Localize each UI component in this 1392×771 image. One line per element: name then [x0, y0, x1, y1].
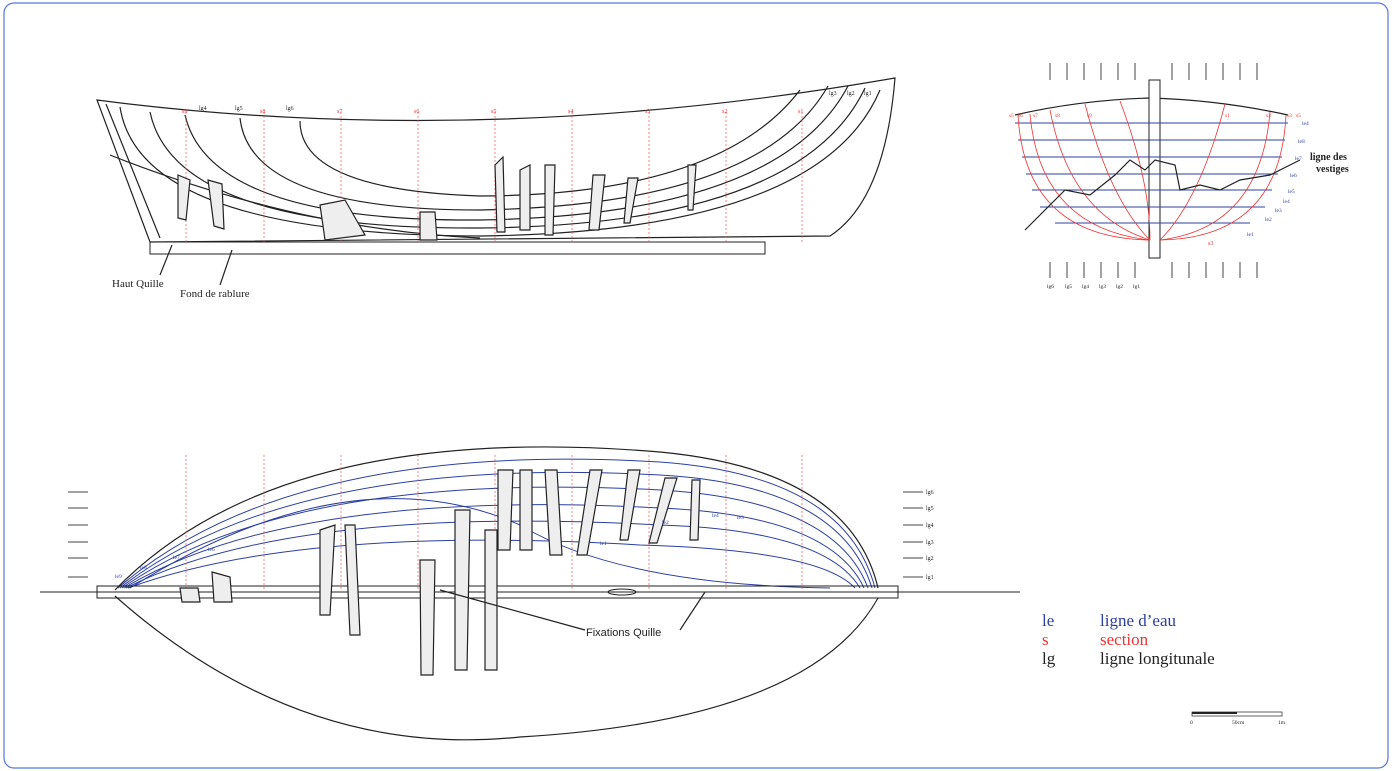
legend-key: s: [1042, 630, 1049, 649]
label: lg6: [1047, 284, 1054, 290]
label: s7: [1033, 113, 1038, 119]
label: s1: [798, 109, 803, 115]
legend-label: section: [1100, 630, 1149, 649]
label: s8: [1055, 113, 1060, 119]
label: le4: [712, 513, 719, 519]
label: s4: [568, 109, 573, 115]
label: lg3: [829, 91, 837, 97]
label: lg4: [926, 523, 934, 529]
label: le4: [1283, 199, 1290, 205]
legend: le ligne d’eau s section lg ligne longitunale: [1042, 611, 1215, 668]
label: s1: [1225, 113, 1230, 119]
label: s6: [414, 109, 419, 115]
label: lg1: [864, 91, 872, 97]
label: s3: [1266, 113, 1271, 119]
label: lg2: [926, 556, 934, 562]
label: 50cm: [1232, 720, 1245, 726]
plan-view: [40, 447, 1020, 740]
label: s5: [1296, 113, 1301, 119]
label: s5: [1009, 113, 1014, 119]
label: le8: [140, 565, 147, 571]
label: lg1: [1133, 284, 1140, 290]
label: le4: [1302, 121, 1309, 127]
label: lg3: [1099, 284, 1106, 290]
label: s6: [1018, 113, 1023, 119]
label: le6: [208, 547, 215, 553]
label: le1: [1247, 232, 1254, 238]
label: s3: [1287, 113, 1292, 119]
label: s7: [337, 109, 342, 115]
label: le9: [115, 574, 122, 580]
label: lg2: [847, 91, 855, 97]
label: Haut Quille: [112, 278, 164, 290]
label: lg5: [1065, 284, 1072, 290]
body-plan: [1015, 63, 1300, 278]
legend-label: ligne longitunale: [1100, 649, 1215, 668]
label: 1m: [1278, 720, 1286, 726]
label: 0: [1190, 720, 1193, 726]
label: le7: [173, 555, 180, 561]
label: le7: [1295, 156, 1302, 162]
label: lg5: [926, 506, 934, 512]
label: le3: [737, 515, 744, 521]
label: s3: [1208, 241, 1213, 247]
label: s3: [645, 109, 650, 115]
label: lg5: [235, 106, 243, 112]
label: le1: [600, 541, 607, 547]
label: lg4: [1082, 284, 1089, 290]
label: s5: [491, 109, 496, 115]
legend-key: lg: [1042, 649, 1056, 668]
label: lg1: [926, 575, 934, 581]
label: Fond de rablure: [180, 288, 250, 300]
label: le2: [1265, 217, 1272, 223]
label: lg2: [1116, 284, 1123, 290]
label: le5: [1288, 189, 1295, 195]
legend-key: le: [1042, 611, 1054, 630]
legend-label: ligne d’eau: [1100, 611, 1176, 630]
label: s9: [182, 109, 187, 115]
scale-bar: [1192, 712, 1282, 716]
label: le3: [1275, 208, 1282, 214]
drawing-sheet: le ligne d’eau s section lg ligne longitunale…: [0, 0, 1392, 771]
label: lg4: [199, 106, 207, 112]
label: lg3: [926, 540, 934, 546]
label: s9: [1087, 113, 1092, 119]
label: le8: [1298, 139, 1305, 145]
label: lg6: [286, 106, 294, 112]
label: s8: [260, 109, 265, 115]
label: le6: [1290, 173, 1297, 179]
label: le2: [662, 520, 669, 526]
label: Fixations Quille: [586, 627, 661, 639]
label: lg6: [926, 490, 934, 496]
label: s2: [722, 109, 727, 115]
